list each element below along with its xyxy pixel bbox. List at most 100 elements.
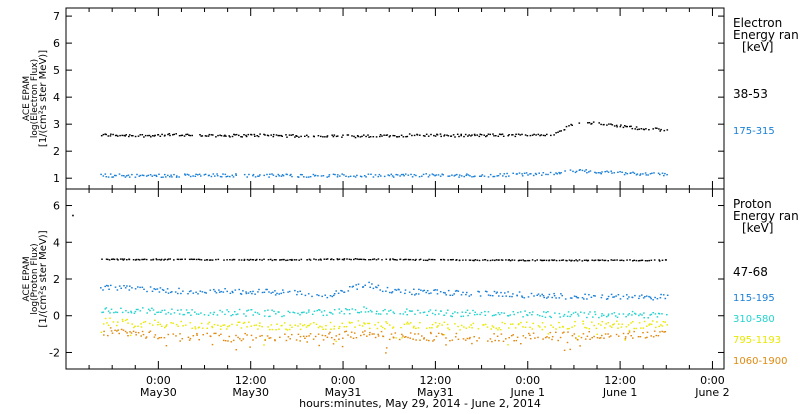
data-point: [378, 173, 381, 176]
data-point: [107, 334, 109, 337]
data-point: [323, 258, 326, 260]
data-point: [431, 323, 434, 326]
data-point: [139, 134, 142, 136]
data-point: [326, 336, 329, 338]
electron-ytick-label: 7: [53, 10, 60, 23]
data-point: [211, 326, 214, 329]
data-point: [220, 135, 223, 137]
data-point: [374, 174, 377, 176]
data-point: [490, 328, 492, 330]
data-point: [179, 333, 181, 335]
data-point: [575, 295, 578, 298]
data-point: [375, 136, 378, 138]
data-point: [430, 292, 432, 294]
data-point: [394, 332, 397, 334]
data-point: [576, 296, 578, 299]
x-axis-title: hours:minutes, May 29, 2014 - June 2, 20…: [299, 397, 541, 410]
data-point: [116, 289, 119, 291]
data-point: [124, 319, 127, 322]
data-point: [646, 325, 648, 327]
data-point: [538, 315, 541, 317]
data-point: [286, 136, 288, 138]
data-point: [528, 332, 530, 335]
data-point: [369, 327, 371, 330]
data-point: [128, 135, 130, 138]
data-point: [614, 259, 616, 261]
data-point: [501, 321, 504, 324]
data-point: [272, 133, 275, 136]
data-point: [415, 293, 417, 295]
data-point: [322, 136, 324, 138]
data-point: [235, 173, 237, 175]
data-point: [600, 324, 602, 326]
data-point: [170, 313, 172, 315]
data-point: [204, 291, 206, 294]
data-point: [436, 293, 439, 295]
data-point: [447, 259, 449, 261]
data-point: [137, 258, 140, 261]
data-point: [208, 133, 211, 136]
data-point: [174, 291, 177, 293]
data-point: [585, 169, 587, 171]
data-point: [434, 289, 437, 291]
data-point: [573, 325, 576, 327]
data-point: [524, 337, 527, 339]
data-point: [511, 259, 513, 261]
data-point: [486, 259, 489, 262]
data-point: [154, 334, 157, 336]
electron-ylabel-line: log(Electron Flux): [30, 59, 40, 138]
data-point: [160, 311, 162, 313]
data-point: [321, 334, 324, 337]
data-point: [117, 329, 119, 331]
data-point: [204, 173, 207, 175]
data-point: [165, 176, 167, 178]
data-point: [237, 336, 239, 339]
data-point: [568, 327, 570, 330]
data-point: [341, 345, 344, 348]
data-point: [116, 330, 118, 332]
data-point: [489, 133, 491, 136]
data-point: [288, 328, 291, 331]
data-point: [380, 325, 383, 327]
data-point: [631, 310, 634, 313]
data-point: [637, 260, 640, 262]
data-point: [212, 313, 215, 316]
data-point: [500, 333, 503, 335]
data-point: [224, 340, 227, 342]
data-point: [662, 294, 665, 296]
data-point: [472, 309, 474, 312]
data-point: [389, 291, 391, 294]
data-point: [395, 289, 398, 291]
data-point: [587, 259, 590, 262]
data-point: [478, 135, 481, 138]
data-point: [550, 324, 552, 326]
data-point: [320, 311, 323, 313]
data-point: [205, 292, 207, 294]
data-point: [655, 326, 657, 329]
data-point: [274, 339, 276, 342]
data-point: [236, 324, 238, 326]
data-point: [640, 259, 643, 262]
data-point: [480, 134, 483, 136]
data-point: [593, 335, 595, 338]
data-point: [103, 330, 105, 333]
data-point: [286, 173, 288, 176]
x-tick-label-time: 0:00: [331, 374, 356, 387]
data-point: [542, 134, 545, 137]
data-point: [532, 322, 534, 325]
data-point: [150, 259, 152, 261]
data-point: [539, 326, 541, 328]
data-point: [542, 259, 544, 262]
data-point: [638, 128, 640, 130]
data-point: [607, 333, 609, 335]
data-point: [287, 291, 289, 293]
data-point: [487, 176, 490, 178]
data-point: [385, 290, 387, 292]
data-point: [409, 337, 411, 339]
data-point: [651, 320, 654, 322]
data-point: [412, 327, 415, 329]
data-point: [491, 340, 493, 343]
data-point: [137, 135, 140, 137]
data-point: [320, 135, 322, 138]
data-point: [348, 309, 350, 311]
